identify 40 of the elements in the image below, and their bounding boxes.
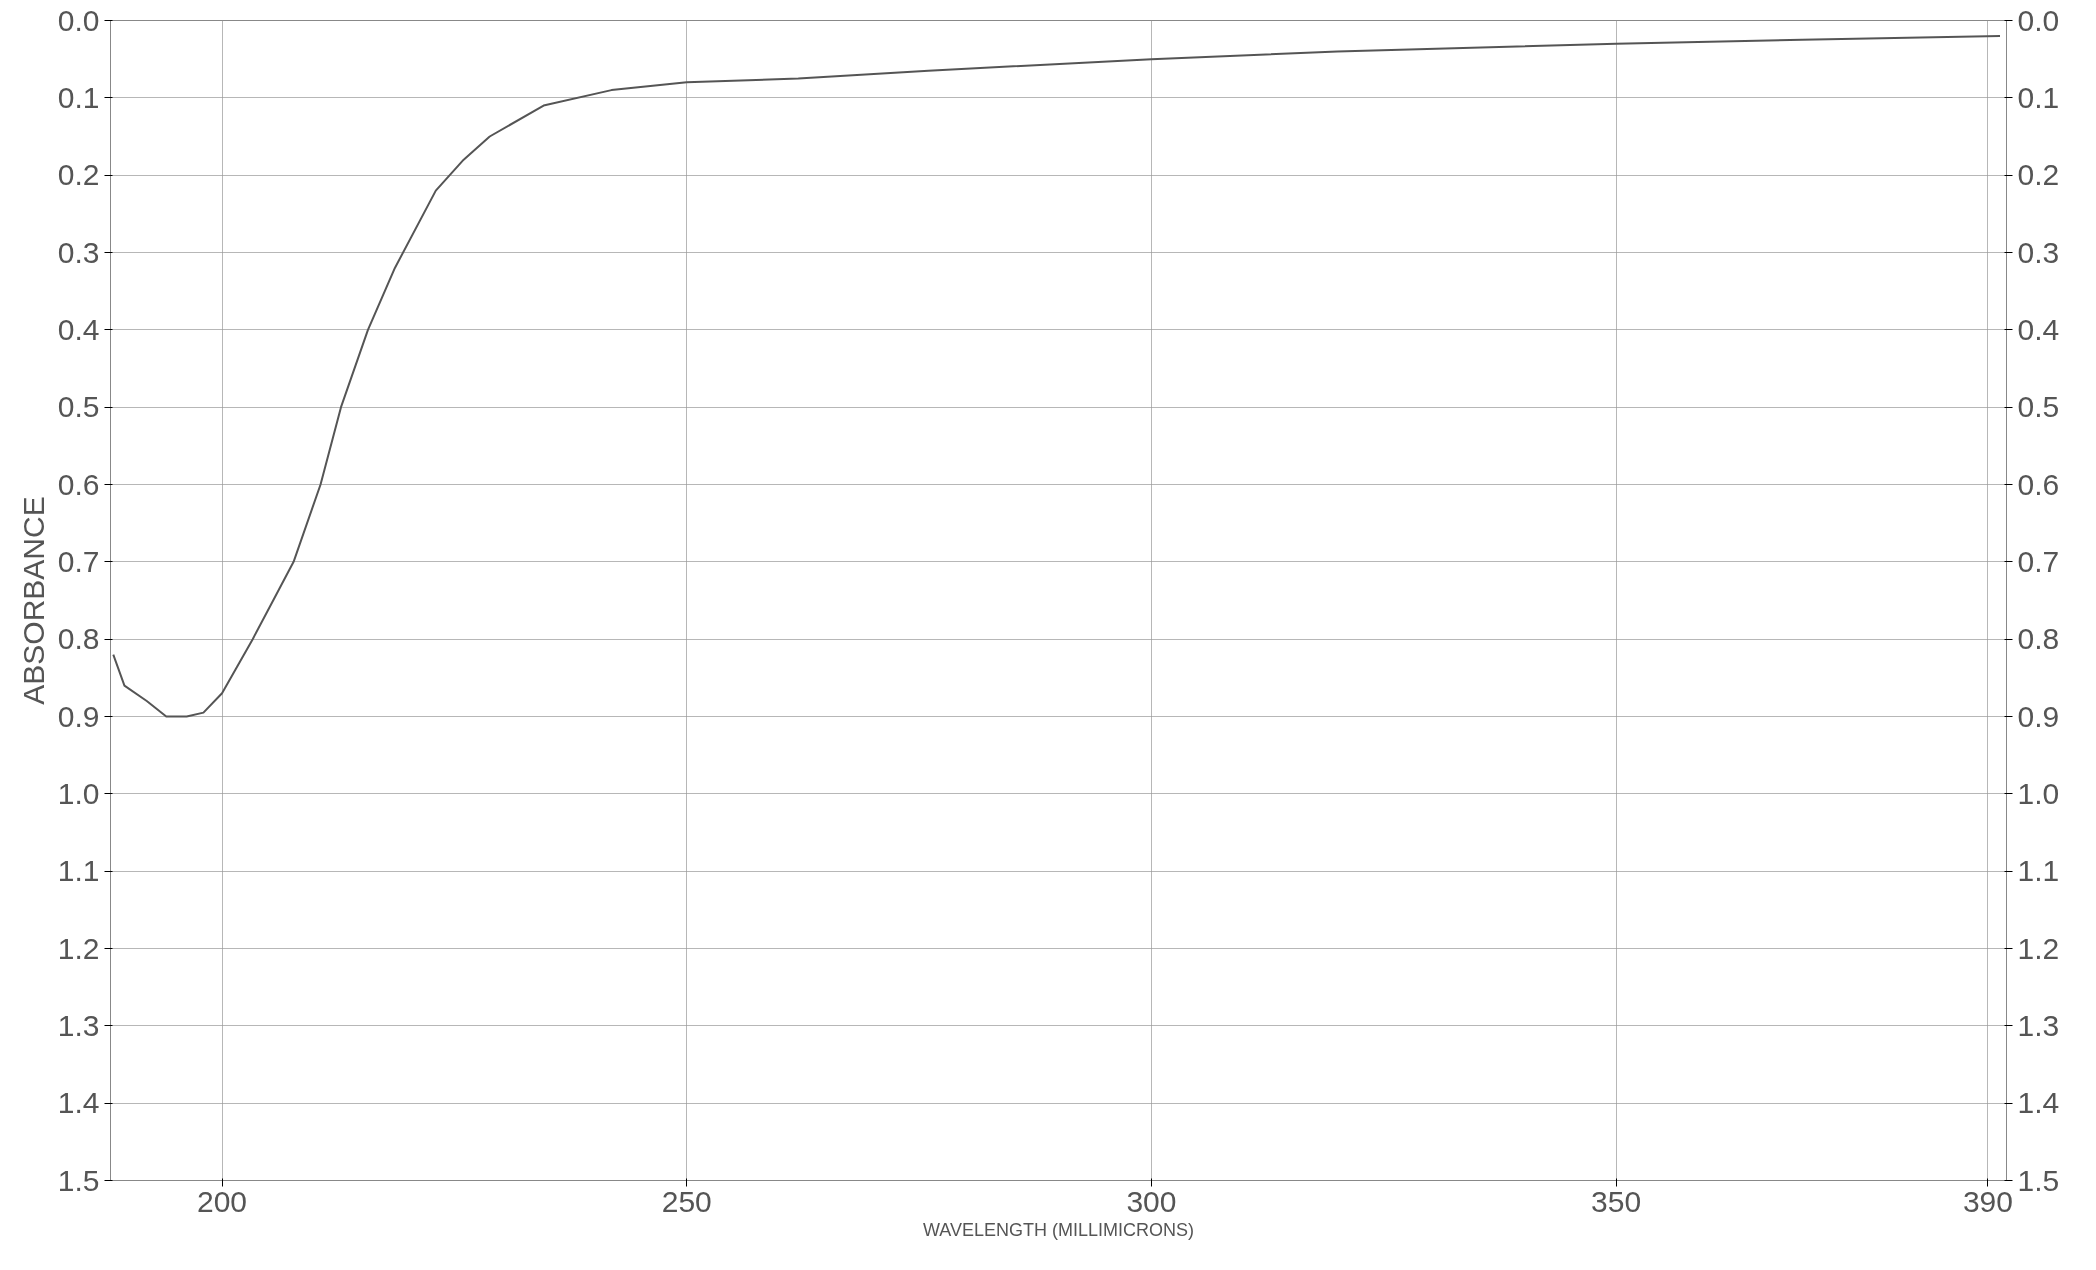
y2-tick-label: 0.4 [2017,312,2060,346]
y-tick-label: 0.3 [57,235,100,269]
y2-tick-label: 0.1 [2017,80,2060,114]
x-tick-label: 250 [661,1184,712,1218]
y2-tick-label: 1.3 [2017,1008,2060,1042]
y2-tick-label: 1.1 [2017,854,2060,888]
y-tick-label: 0.7 [57,544,100,578]
x-tick-label: 350 [1591,1184,1642,1218]
y-tick-label: 0.2 [57,158,100,192]
y2-tick-label: 0.9 [2017,699,2060,733]
y2-tick-label: 0.5 [2017,390,2060,424]
y2-tick-label: 1.0 [2017,776,2060,810]
y-tick-label: 0.9 [57,699,100,733]
y2-tick-label: 0.6 [2017,467,2060,501]
y2-tick-label: 1.5 [2017,1163,2060,1197]
x-tick-label: 390 [1962,1184,2013,1218]
y-tick-label: 0.5 [57,390,100,424]
y2-tick-label: 1.2 [2017,931,2060,965]
y2-tick-label: 1.4 [2017,1086,2060,1120]
y-tick-label: 1.1 [57,854,100,888]
y2-tick-label: 0.8 [2017,622,2060,656]
y-tick-label: 1.4 [57,1086,100,1120]
y-tick-label: 1.2 [57,931,100,965]
y2-tick-label: 0.7 [2017,544,2060,578]
y2-tick-label: 0.0 [2017,3,2060,37]
y-tick-label: 0.6 [57,467,100,501]
y2-tick-label: 0.3 [2017,235,2060,269]
y-tick-label: 0.0 [57,3,100,37]
line-series [112,34,2001,718]
x-axis-title: WAVELENGTH (MILLIMICRONS) [922,1219,1195,1240]
y-tick-label: 0.8 [57,622,100,656]
y-tick-label: 0.4 [57,312,100,346]
y-tick-label: 0.1 [57,80,100,114]
x-tick-label: 300 [1126,1184,1177,1218]
y-tick-label: 1.3 [57,1008,100,1042]
x-tick-label: 200 [197,1184,248,1218]
y-tick-label: 1.5 [57,1163,100,1197]
y-tick-label: 1.0 [57,776,100,810]
y-axis-title: ABSORBANCE [16,496,50,705]
y2-tick-label: 0.2 [2017,158,2060,192]
